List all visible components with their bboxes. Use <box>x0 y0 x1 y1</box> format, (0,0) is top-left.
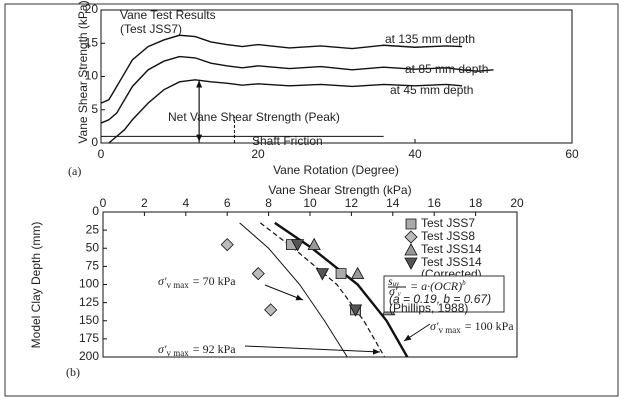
equation-box <box>383 275 505 313</box>
x-tick-label: 18 <box>469 196 483 210</box>
y-axis-label: Model Clay Depth (mm) <box>29 222 43 349</box>
equation: σ′v <box>389 284 402 298</box>
arrow <box>403 323 431 342</box>
curve-label: σ′v max = 100 kPa <box>430 319 514 335</box>
subscript: v max <box>167 280 190 290</box>
x-axis-label: Vane Shear Strength (kPa) <box>268 183 411 197</box>
legend-marker <box>404 257 418 270</box>
x-tick-label: 40 <box>408 147 422 161</box>
y-tick-label: 200 <box>79 349 99 363</box>
symbol: σ′ <box>158 274 167 288</box>
symbol: σ′ <box>430 319 439 333</box>
curve-value: = 92 kPa <box>193 342 236 356</box>
marker <box>335 268 347 280</box>
marker <box>264 303 278 317</box>
y-tick-label: 125 <box>79 295 99 309</box>
x-tick-label: 14 <box>386 196 400 210</box>
equation-source: (Phillips, 1988) <box>389 301 468 315</box>
eq-part: = a·(OCR) <box>410 279 462 293</box>
chart-title: Vane Test Results <box>120 8 216 22</box>
y-tick-label: 20 <box>85 2 99 16</box>
x-tick-label: 8 <box>265 196 272 210</box>
marker <box>348 304 363 317</box>
marker <box>350 266 365 280</box>
eq-part: v <box>398 290 402 298</box>
marker <box>251 267 265 281</box>
arrow <box>244 345 381 355</box>
y-tick-label: 10 <box>85 69 99 83</box>
line <box>100 34 463 104</box>
panel-label: (a) <box>68 164 81 178</box>
marker <box>220 238 234 252</box>
chart-subtitle: (Test JSS7) <box>120 22 182 36</box>
annotation: Shaft Friction <box>252 134 323 148</box>
curve <box>259 222 386 358</box>
line <box>100 55 494 124</box>
equation: suv <box>388 274 400 288</box>
eq-part: σ′ <box>389 284 398 298</box>
series-label: at 135 mm depth <box>385 32 475 46</box>
x-tick-label: 16 <box>428 196 442 210</box>
series-label: at 85 mm depth <box>405 62 488 76</box>
subscript: v max <box>439 325 462 335</box>
legend-marker <box>404 243 418 256</box>
x-tick-label: 0 <box>98 147 105 161</box>
annotation: Net Vane Shear Strength (Peak) <box>168 110 340 124</box>
subscript: v max <box>167 348 190 358</box>
legend-label: Test JSS14 <box>421 255 482 269</box>
eq-part: s <box>388 274 393 288</box>
x-tick-label: 20 <box>251 147 265 161</box>
y-tick-label: 0 <box>92 204 99 218</box>
y-tick-label: 150 <box>79 313 99 327</box>
x-tick-label: 60 <box>565 147 579 161</box>
line <box>108 79 463 144</box>
x-tick-label: 20 <box>510 196 524 210</box>
frame <box>4 3 619 397</box>
y-tick-label: 100 <box>79 277 99 291</box>
x-tick-label: 0 <box>100 196 107 210</box>
y-tick-label: 75 <box>86 259 100 273</box>
x-tick-label: 10 <box>303 196 317 210</box>
legend-label: Test JSS8 <box>421 229 475 243</box>
x-tick-label: 12 <box>345 196 359 210</box>
x-tick-label: 4 <box>182 196 189 210</box>
series-label: at 45 mm depth <box>390 83 473 97</box>
panel-label: (b) <box>66 365 80 379</box>
y-axis-label: Vane Shear Strength (kPa) <box>76 0 90 143</box>
legend-marker <box>405 218 417 230</box>
equation: = a·(OCR)b <box>410 279 466 293</box>
x-axis-label: Vane Rotation (Degree) <box>273 163 399 177</box>
eq-part: uv <box>393 280 401 288</box>
y-tick-label: 50 <box>86 240 100 254</box>
marker <box>290 239 305 252</box>
x-tick-label: 2 <box>141 196 148 210</box>
marker <box>315 268 330 281</box>
legend-marker <box>404 230 418 244</box>
y-tick-label: 175 <box>79 331 99 345</box>
y-tick-label: 15 <box>85 35 99 49</box>
y-tick-label: 5 <box>91 102 98 116</box>
curve <box>239 222 348 358</box>
marker <box>307 237 321 251</box>
curve-value: = 70 kPa <box>193 274 236 288</box>
arrow <box>264 284 304 301</box>
curve-label: σ′v max = 92 kPa <box>158 342 236 358</box>
eq-part: b <box>462 279 466 287</box>
y-tick-label: 25 <box>86 222 100 236</box>
x-tick-label: 6 <box>224 196 231 210</box>
curve-value: = 100 kPa <box>465 319 514 333</box>
y-tick-label: 0 <box>91 135 98 149</box>
legend-label: Test JSS7 <box>421 216 475 230</box>
symbol: σ′ <box>158 342 167 356</box>
curve-label: σ′v max = 70 kPa <box>158 274 236 290</box>
legend-label: Test JSS14 <box>421 242 482 256</box>
equation-params: (a = 0.19, b = 0.67) <box>389 292 491 306</box>
